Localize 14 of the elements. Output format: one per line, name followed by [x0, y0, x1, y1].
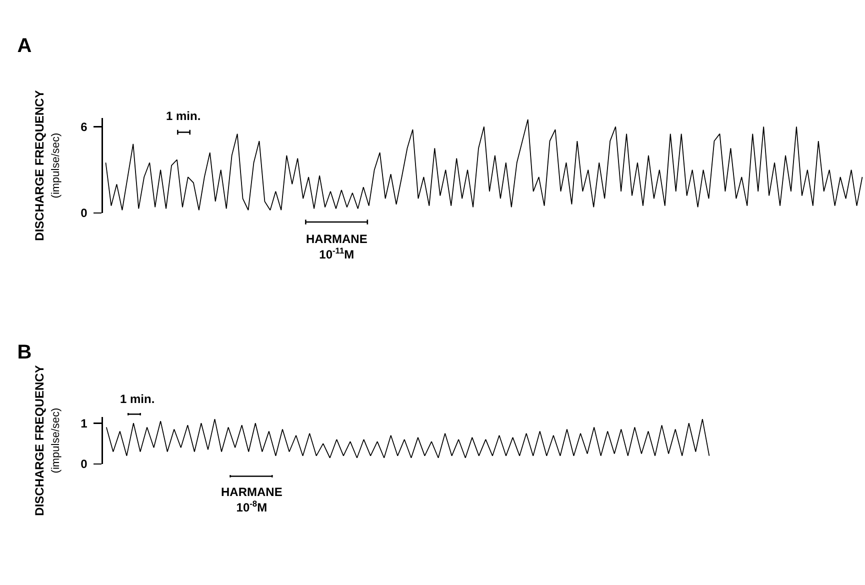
y-axis-title: DISCHARGE FREQUENCY (impulse/sec) [32, 365, 62, 516]
line-series [105, 118, 863, 211]
y-tick-label: 6 [80, 120, 88, 134]
annotation: 1 min. [166, 109, 201, 123]
y-tick-label: 0 [80, 457, 88, 472]
text: HARMANE 10$^{-11}$M [306, 232, 368, 262]
chart-title: B [17, 341, 32, 364]
text: HARMANE 10$^{-8}$M [221, 485, 282, 515]
y-axis-title: DISCHARGE FREQUENCY (impulse/sec) [32, 90, 62, 241]
line-series [106, 418, 710, 458]
y-tick-label: 0 [80, 206, 88, 220]
chart-title: A [17, 35, 32, 57]
y-tick-label: 1 [80, 416, 88, 430]
text: 1 min. [120, 392, 155, 406]
